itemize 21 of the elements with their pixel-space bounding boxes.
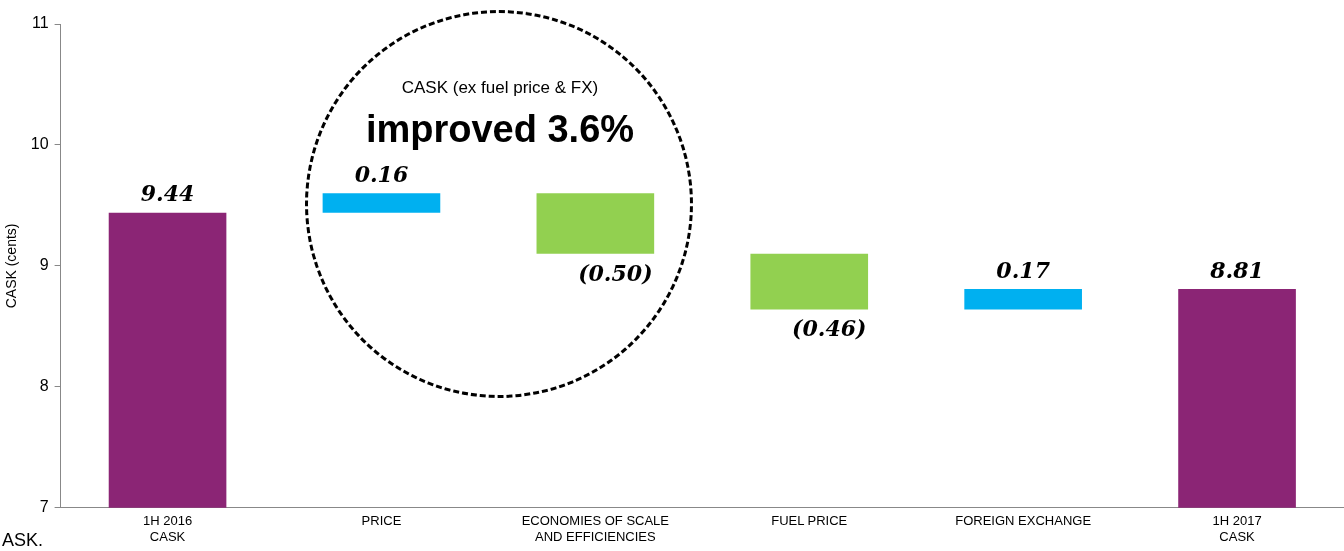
data-label: 0.17: [996, 256, 1051, 283]
y-tick-label: 9: [39, 256, 49, 274]
x-tick-label: FOREIGN EXCHANGE: [955, 513, 1092, 529]
data-label: (0.50): [578, 259, 653, 286]
x-tick-label: PRICE: [361, 513, 402, 529]
y-axis-title: CASK (cents): [3, 223, 20, 309]
y-tick-label: 10: [30, 135, 49, 153]
x-tick-label: 1H 2016 CASK: [142, 513, 193, 544]
annotation: improved 3.6%: [364, 108, 636, 151]
y-tick-label: 8: [39, 377, 49, 395]
data-label: 9.44: [140, 180, 195, 207]
x-tick-label: 1H 2017 CASK: [1212, 513, 1262, 544]
y-tick-label: 11: [31, 14, 49, 32]
data-label: (0.46): [792, 315, 867, 342]
y-tick-label: 7: [39, 498, 49, 516]
data-label: 8.81: [1209, 256, 1264, 283]
x-tick-label: ECONOMIES OF SCALE AND EFFICIENCIES: [521, 513, 670, 544]
text: ASK.: [2, 530, 44, 551]
annotation: CASK (ex fuel price & FX): [400, 78, 600, 98]
x-tick-label: FUEL PRICE: [771, 513, 848, 529]
data-label: 0.16: [354, 161, 409, 188]
